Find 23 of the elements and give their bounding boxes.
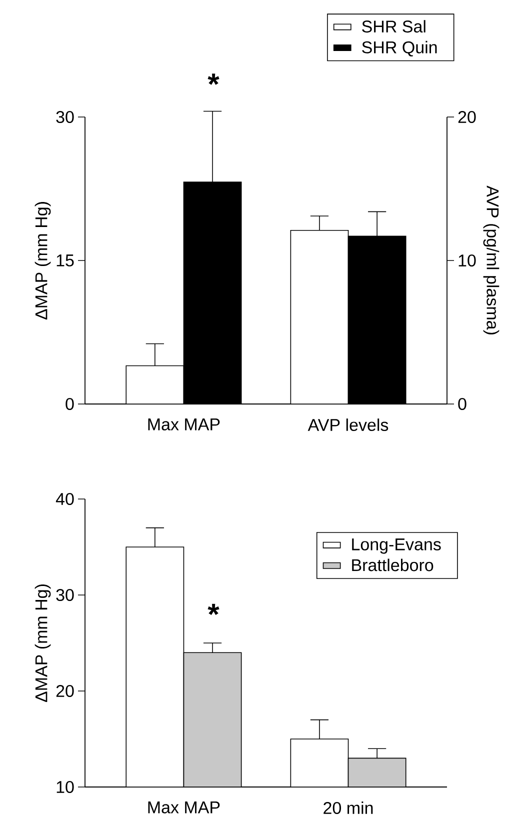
y2-tick-label: 0 (458, 398, 466, 410)
legend-label: SHR Quin (362, 40, 437, 56)
x-tick-label: 20 min (324, 802, 373, 814)
y2-tick-label: 10 (458, 254, 476, 267)
y-tick-label: 0 (66, 398, 74, 410)
y-axis-title: ΔMAP (mm Hg) (34, 584, 51, 702)
legend-label: Long-Evans (352, 538, 441, 554)
y-tick-label: 40 (56, 492, 74, 506)
y-tick-label: 30 (56, 110, 74, 124)
y-tick-label: 30 (56, 588, 74, 602)
legend-label: Brattleboro (352, 558, 434, 572)
annotation: * (208, 604, 220, 616)
legend-label: SHR Sal (362, 20, 426, 33)
y-tick-label: 15 (56, 254, 74, 266)
y-tick-label: 10 (56, 780, 74, 794)
y2-tick-label: 20 (458, 110, 476, 124)
text: * (208, 74, 220, 85)
x-tick-label: Max MAP (148, 418, 220, 430)
x-tick-label: Max MAP (148, 802, 220, 814)
y-axis-title: ΔMAP (mm Hg) (34, 202, 51, 320)
y-tick-label: 20 (56, 684, 74, 698)
y2-axis-title: AVP (pg/ml plasma) (483, 186, 500, 334)
x-tick-label: AVP levels (308, 418, 388, 432)
